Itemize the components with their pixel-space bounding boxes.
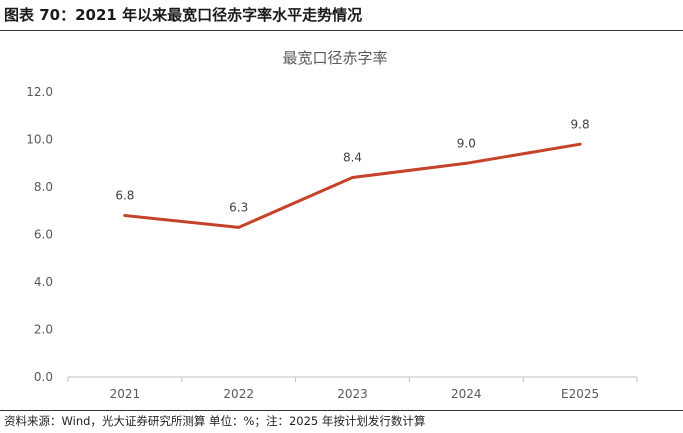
data-label: 8.4 [343,151,362,165]
source-note: 资料来源：Wind，光大证券研究所测算 单位：%；注：2025 年按计划发行数计… [4,414,426,428]
y-tick-label: 6.0 [34,228,53,242]
data-label: 9.8 [571,117,590,131]
y-tick-label: 8.0 [34,180,53,194]
x-tick-label: 2021 [110,387,141,401]
y-tick-label: 2.0 [34,323,53,337]
data-label: 6.8 [115,189,134,203]
data-label: 9.0 [457,136,476,150]
figure-title: 图表 70：2021 年以来最宽口径赤字率水平走势情况 [4,6,363,24]
data-point [237,225,241,229]
chart-title: 最宽口径赤字率 [282,49,387,67]
x-tick-label: 2023 [337,387,368,401]
x-tick-label: 2024 [451,387,482,401]
line-chart: 最宽口径赤字率 0.0 2.0 4.0 6.0 8.0 10.0 12.0 2021 2022… [26,49,638,401]
data-point [123,214,127,217]
data-point [351,176,354,179]
y-axis-ticks: 0.0 2.0 4.0 6.0 8.0 10.0 12.0 [26,85,53,384]
y-tick-label: 0.0 [34,370,53,384]
data-labels: 6.8 6.3 8.4 9.0 9.8 [115,117,589,214]
data-label: 6.3 [229,200,248,214]
x-tick-label: 2022 [223,387,254,401]
top-rule [0,30,683,31]
series-layer [123,142,582,229]
y-tick-label: 12.0 [26,85,53,99]
y-tick-label: 4.0 [34,275,53,289]
x-axis-ticks: 2021 2022 2023 2024 E2025 [67,377,638,401]
y-tick-label: 10.0 [26,133,53,147]
data-point [578,142,582,146]
x-tick-label: E2025 [561,387,599,401]
bottom-rule [0,410,683,411]
data-point [464,161,468,165]
